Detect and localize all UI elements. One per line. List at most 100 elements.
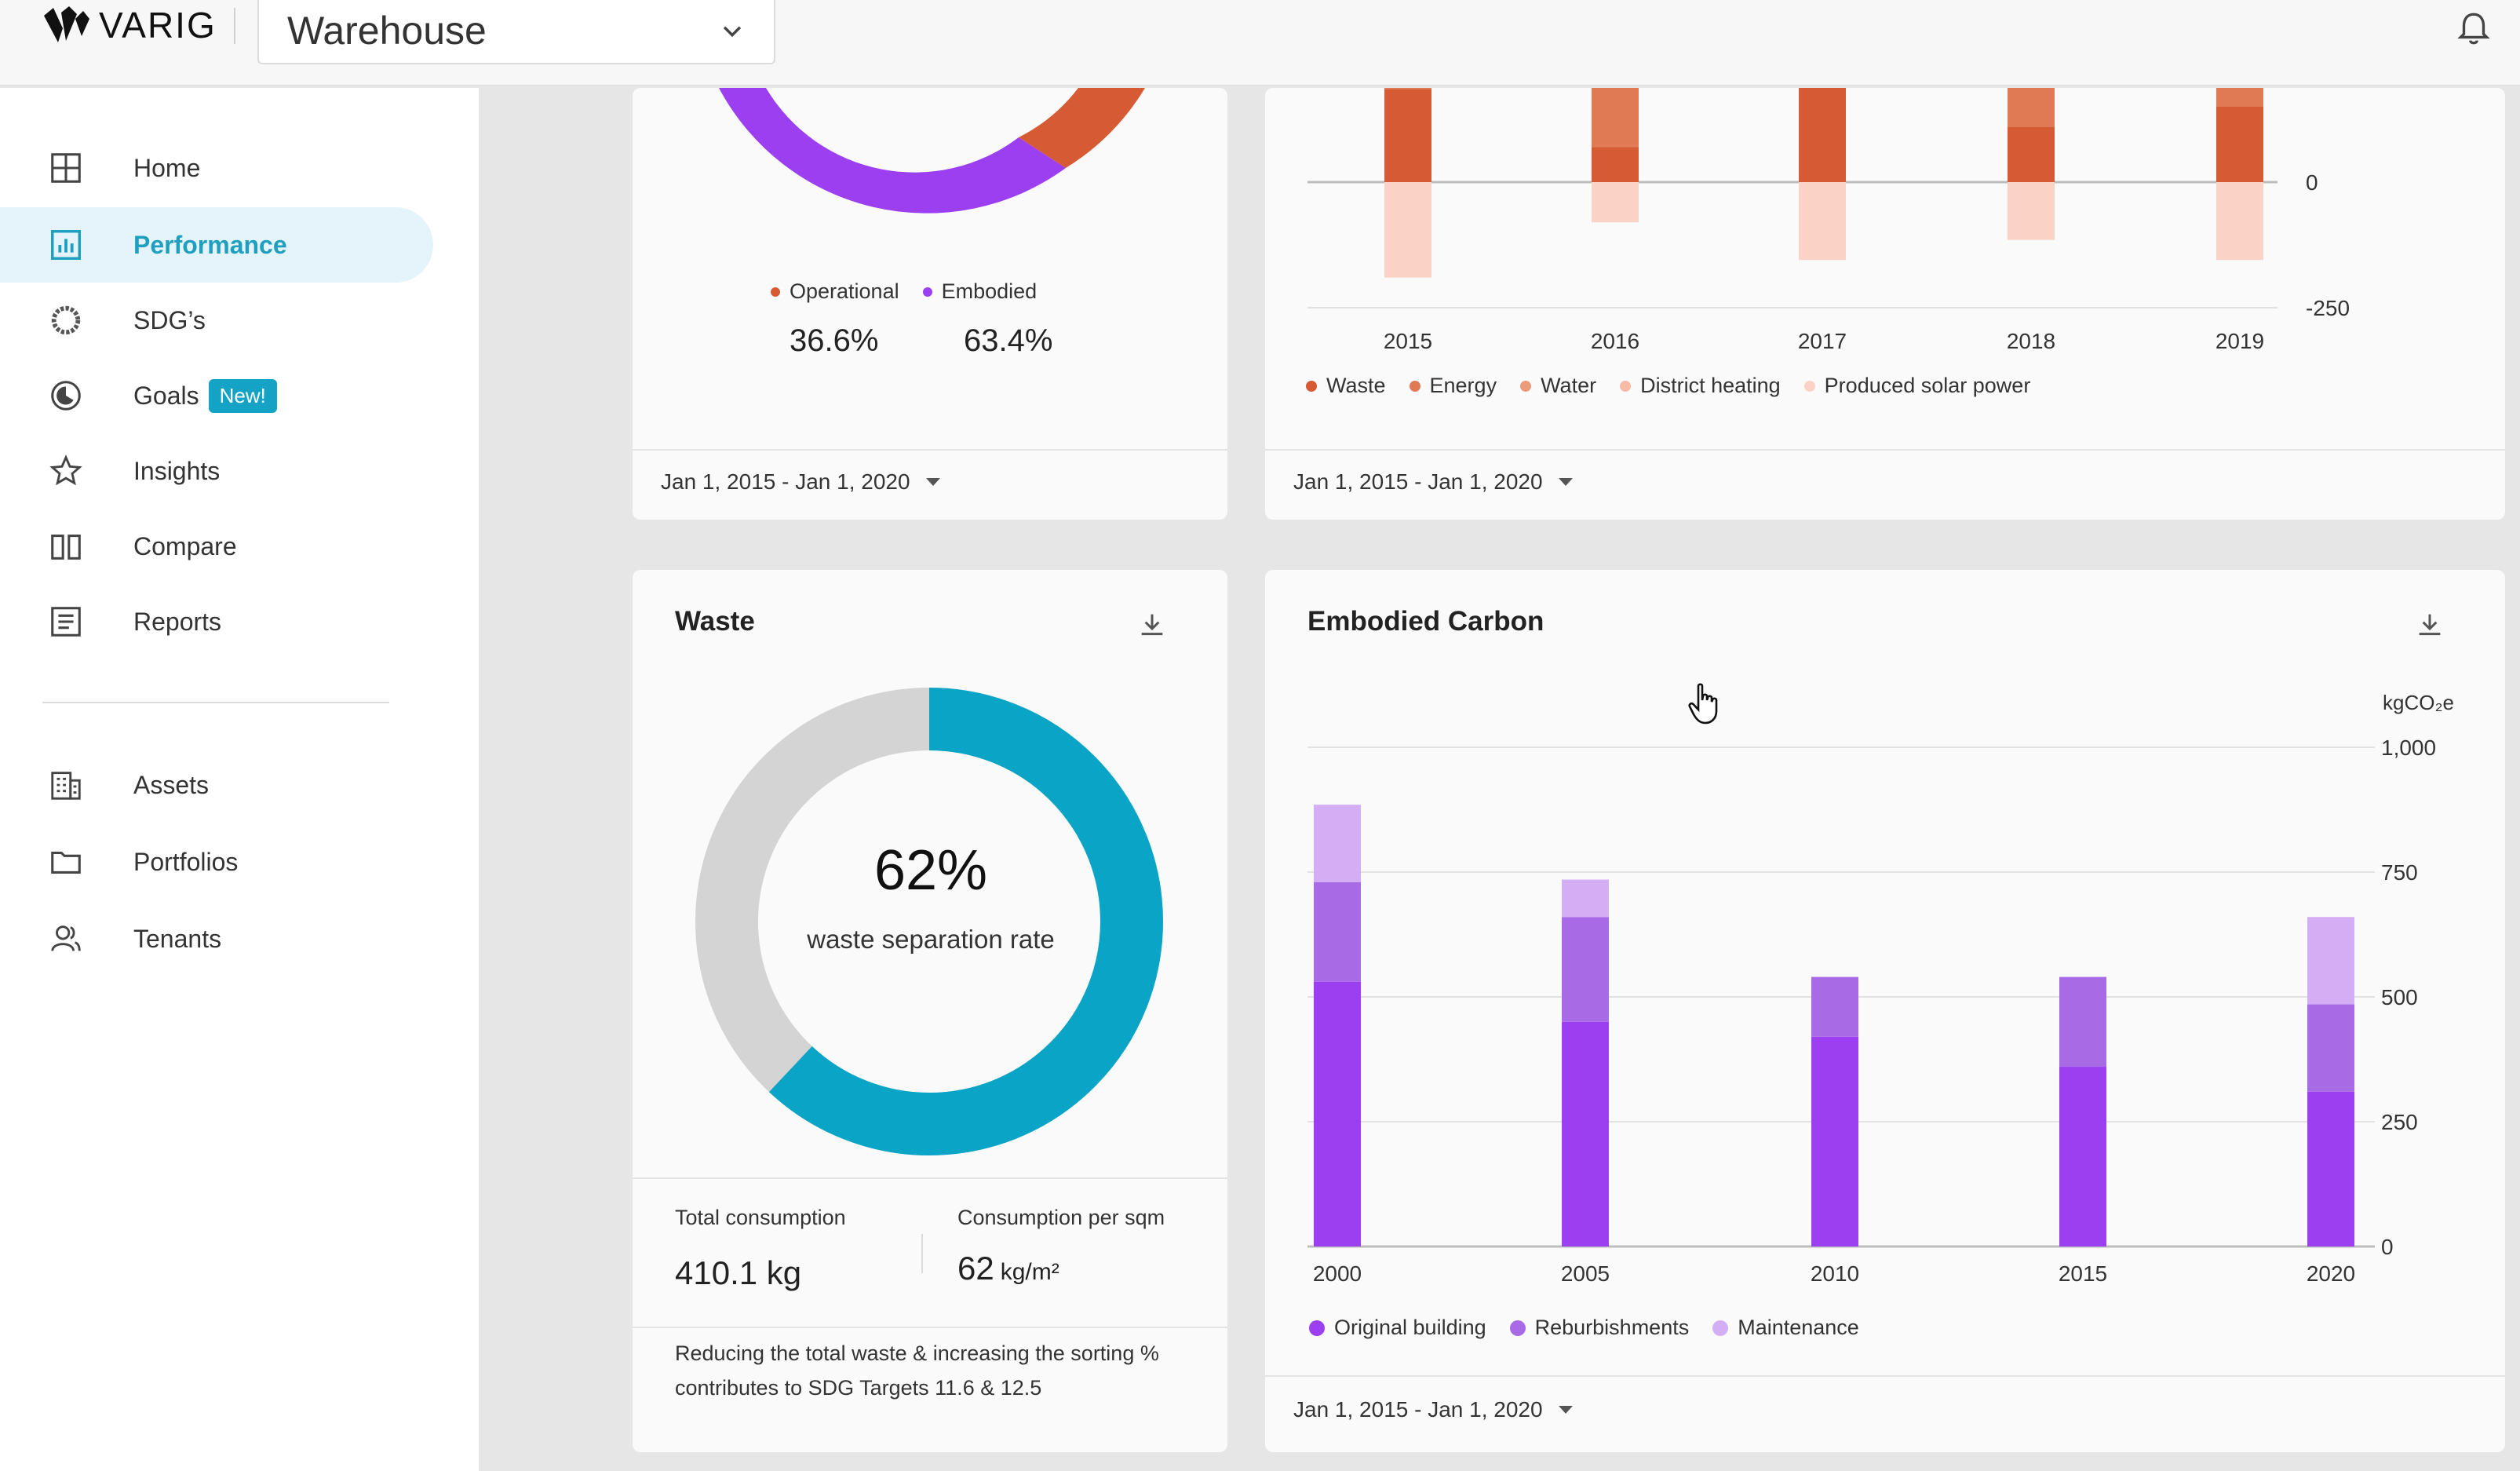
date-range-selector[interactable]: Jan 1, 2015 - Jan 1, 2020 (661, 469, 942, 495)
waste-center-label: waste separation rate (807, 925, 1055, 954)
operational-percent: 36.6% (790, 323, 879, 358)
legend-label: Maintenance (1738, 1316, 1859, 1339)
x-tick-label: 2017 (1798, 329, 1847, 353)
legend-item: District heating (1620, 374, 1781, 398)
bar-segment[interactable] (1592, 182, 1639, 223)
sidebar-item-sdgs[interactable]: SDG’s (0, 283, 433, 358)
sidebar-item-performance[interactable]: Performance (0, 207, 433, 283)
per-sqm-label: Consumption per sqm (957, 1206, 1165, 1229)
date-range-label: Jan 1, 2015 - Jan 1, 2020 (661, 469, 910, 494)
legend-item: Embodied (922, 279, 1037, 304)
legend-label: Produced solar power (1824, 374, 2031, 397)
donut-value-arc[interactable] (695, 688, 1163, 1155)
legend-dot (1509, 1320, 1526, 1336)
legend-dot (1520, 380, 1532, 392)
top-bar: VARIG Warehouse (0, 0, 2520, 86)
bar-segment[interactable] (2008, 182, 2055, 240)
bar-segment[interactable] (2307, 917, 2354, 1005)
x-tick-label: 2016 (1591, 329, 1639, 353)
legend-item: Operational (771, 279, 899, 304)
legend-dot (922, 287, 932, 297)
bar-segment[interactable] (2008, 126, 2055, 182)
bar-segment[interactable] (1592, 88, 1639, 148)
date-range-selector[interactable]: Jan 1, 2015 - Jan 1, 2020 (1293, 469, 1574, 495)
bar-segment[interactable] (1314, 805, 1361, 882)
card-title: Waste (675, 606, 755, 637)
download-icon[interactable] (1136, 609, 1168, 641)
bar-segment[interactable] (2307, 1004, 2354, 1092)
card-divider (633, 1327, 1227, 1328)
y-tick-label: 750 (2381, 860, 2418, 885)
legend-item: Energy (1409, 374, 1497, 398)
total-consumption-value: 410.1 kg (675, 1254, 802, 1291)
sidebar-item-reports[interactable]: Reports (0, 584, 433, 659)
date-range-selector[interactable]: Jan 1, 2015 - Jan 1, 2020 (1293, 1397, 1574, 1422)
legend-label: Reburbishments (1534, 1316, 1690, 1339)
sidebar-item-label: Insights (133, 456, 221, 485)
y-tick-label: 0 (2306, 170, 2318, 195)
bar-segment[interactable] (1384, 182, 1431, 278)
report-icon (47, 603, 85, 641)
emissions-card: 2015 2016 2017 2018 2019 0 -250 Waste Energy W… (1265, 88, 2505, 520)
header-divider (234, 8, 235, 44)
donut-slice-operational[interactable] (1019, 88, 1145, 168)
building-selector-label: Warehouse (287, 9, 487, 53)
bar-segment[interactable] (2059, 1067, 2106, 1247)
per-sqm-number: 62 (957, 1250, 994, 1287)
per-sqm-value: 62 kg/m² (957, 1250, 1059, 1287)
bell-icon[interactable] (2454, 9, 2493, 49)
sidebar-item-assets[interactable]: Assets (0, 747, 433, 823)
legend-label: Original building (1334, 1316, 1486, 1339)
stat-divider (921, 1234, 923, 1273)
waste-card: Waste 62% waste separation rate Total co… (633, 570, 1227, 1452)
x-tick-label: 2010 (1811, 1261, 1859, 1286)
download-icon[interactable] (2414, 609, 2445, 641)
sidebar-item-home[interactable]: Home (0, 130, 433, 206)
bar-segment[interactable] (2216, 88, 2263, 107)
bar-segment[interactable] (1562, 917, 1609, 1022)
sidebar-item-label: Tenants (133, 924, 222, 953)
per-sqm-unit: kg/m² (1000, 1259, 1059, 1285)
sidebar-item-goals[interactable]: Goals New! (0, 358, 433, 433)
bar-segment[interactable] (1314, 981, 1361, 1247)
bar-segment[interactable] (2059, 976, 2106, 1068)
legend-item: Produced solar power (1803, 374, 2031, 398)
new-badge: New! (208, 378, 277, 413)
logo[interactable]: VARIG (42, 3, 217, 47)
legend-item: Reburbishments (1509, 1316, 1690, 1340)
building-selector[interactable]: Warehouse (257, 0, 775, 64)
bar-segment[interactable] (1799, 182, 1846, 261)
bar-segment[interactable] (1592, 147, 1639, 182)
sidebar-item-tenants[interactable]: Tenants (0, 901, 433, 976)
caret-down-icon (1558, 478, 1573, 486)
x-tick-label: 2015 (2059, 1261, 2107, 1286)
donut-slice-embodied[interactable] (719, 88, 1066, 214)
bar-segment[interactable] (1562, 1021, 1609, 1247)
bar-segment[interactable] (1384, 89, 1431, 182)
bar-segment[interactable] (2008, 88, 2055, 127)
bar-segment[interactable] (1314, 882, 1361, 982)
bar-segment[interactable] (1811, 976, 1858, 1037)
bar-segment[interactable] (1811, 1036, 1858, 1247)
sidebar-item-compare[interactable]: Compare (0, 509, 433, 584)
emissions-chart: 2015 2016 2017 2018 2019 0 -250 (1307, 88, 2350, 353)
legend-item: Waste (1306, 374, 1386, 398)
bar-segment[interactable] (1562, 879, 1609, 918)
card-divider (1265, 1375, 2505, 1377)
logo-text: VARIG (99, 5, 217, 46)
embodied-legend: Original building Reburbishments Mainten… (1309, 1316, 1883, 1340)
embodied-carbon-chart: 0 250 500 750 1,000 kgCO₂e 2000 2005 2010 2015 202… (1307, 691, 2454, 1286)
x-tick-label: 2000 (1313, 1261, 1362, 1286)
carbon-split-donut (719, 88, 1145, 214)
bar-segment[interactable] (1799, 88, 1846, 182)
sidebar-item-portfolios[interactable]: Portfolios (0, 824, 433, 900)
sdg-ring-icon (47, 301, 85, 339)
caret-down-icon (925, 478, 940, 486)
sidebar-item-label: Assets (133, 770, 210, 799)
bar-segment[interactable] (2216, 107, 2263, 182)
bar-segment[interactable] (2216, 182, 2263, 261)
sidebar-item-insights[interactable]: Insights (0, 433, 433, 509)
legend-label: Operational (790, 279, 899, 303)
bar-segment[interactable] (2307, 1091, 2354, 1247)
bar-segment[interactable] (1384, 88, 1431, 89)
